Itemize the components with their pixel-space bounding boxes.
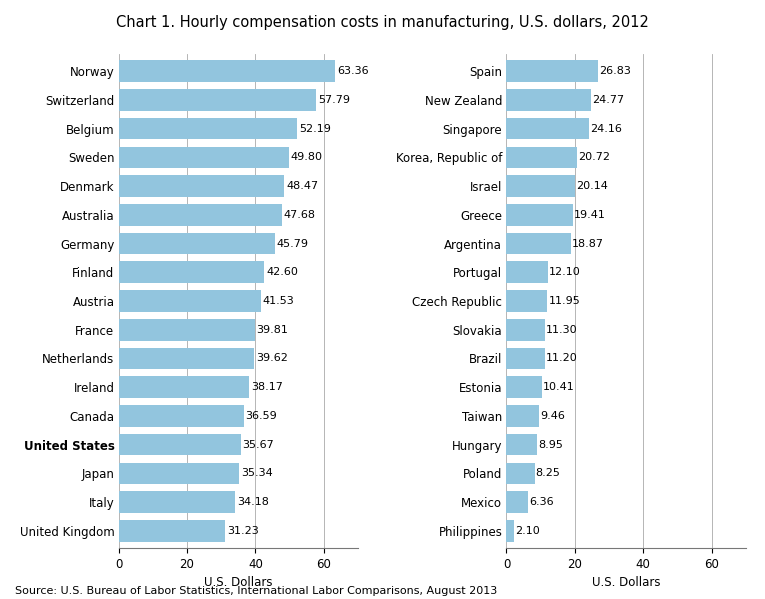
Bar xyxy=(119,233,275,255)
Bar xyxy=(506,89,591,111)
Bar xyxy=(506,319,545,340)
Bar xyxy=(119,462,239,484)
Bar xyxy=(119,89,316,111)
Text: 52.19: 52.19 xyxy=(299,123,330,134)
Bar xyxy=(119,347,254,369)
Bar xyxy=(506,291,547,311)
Text: 36.59: 36.59 xyxy=(246,411,277,421)
Text: 11.30: 11.30 xyxy=(546,325,578,335)
Text: 35.34: 35.34 xyxy=(241,468,273,479)
Text: 57.79: 57.79 xyxy=(318,95,350,105)
Bar xyxy=(119,176,285,197)
Bar xyxy=(506,176,575,197)
Text: 20.72: 20.72 xyxy=(578,152,610,162)
Text: 24.16: 24.16 xyxy=(590,123,622,134)
Text: 11.95: 11.95 xyxy=(549,296,580,306)
Text: 11.20: 11.20 xyxy=(545,353,578,364)
Text: 10.41: 10.41 xyxy=(543,382,575,392)
Text: 49.80: 49.80 xyxy=(291,152,323,162)
Text: 63.36: 63.36 xyxy=(337,66,369,76)
Text: 24.77: 24.77 xyxy=(592,95,624,105)
Text: 8.95: 8.95 xyxy=(538,440,563,450)
Bar xyxy=(119,291,261,311)
Bar xyxy=(119,405,244,426)
Bar xyxy=(119,319,255,340)
Text: 45.79: 45.79 xyxy=(277,238,309,249)
Bar xyxy=(119,376,249,398)
Bar xyxy=(119,520,226,541)
Bar xyxy=(506,204,573,226)
Text: 34.18: 34.18 xyxy=(237,497,269,507)
Text: 8.25: 8.25 xyxy=(536,468,561,479)
Text: 31.23: 31.23 xyxy=(227,526,259,536)
Text: Chart 1. Hourly compensation costs in manufacturing, U.S. dollars, 2012: Chart 1. Hourly compensation costs in ma… xyxy=(116,15,649,30)
Bar xyxy=(506,60,598,82)
X-axis label: U.S. Dollars: U.S. Dollars xyxy=(204,576,272,589)
Text: 9.46: 9.46 xyxy=(540,411,565,421)
Bar xyxy=(119,434,240,455)
Text: 38.17: 38.17 xyxy=(251,382,283,392)
Bar xyxy=(506,118,589,140)
Text: 20.14: 20.14 xyxy=(576,181,608,191)
Text: 35.67: 35.67 xyxy=(243,440,274,450)
Bar xyxy=(119,60,335,82)
Bar xyxy=(506,376,542,398)
Text: 39.81: 39.81 xyxy=(256,325,288,335)
Bar xyxy=(506,434,537,455)
Bar xyxy=(119,262,264,283)
Bar xyxy=(119,204,282,226)
Bar xyxy=(506,347,545,369)
Bar xyxy=(506,405,539,426)
Text: 12.10: 12.10 xyxy=(549,267,581,277)
Text: 47.68: 47.68 xyxy=(283,210,315,220)
Text: 48.47: 48.47 xyxy=(286,181,318,191)
Bar xyxy=(119,118,297,140)
Bar xyxy=(119,491,236,513)
Bar xyxy=(119,147,289,168)
Text: 42.60: 42.60 xyxy=(266,267,298,277)
Text: 6.36: 6.36 xyxy=(529,497,554,507)
Text: 19.41: 19.41 xyxy=(574,210,606,220)
Bar xyxy=(506,520,513,541)
Text: 2.10: 2.10 xyxy=(515,526,539,536)
Text: 41.53: 41.53 xyxy=(262,296,294,306)
Bar xyxy=(506,147,578,168)
Text: Source: U.S. Bureau of Labor Statistics, International Labor Comparisons, August: Source: U.S. Bureau of Labor Statistics,… xyxy=(15,586,497,596)
Text: 39.62: 39.62 xyxy=(256,353,288,364)
Text: 18.87: 18.87 xyxy=(572,238,604,249)
Bar xyxy=(506,233,571,255)
Bar xyxy=(506,462,535,484)
Bar xyxy=(506,262,548,283)
X-axis label: U.S. Dollars: U.S. Dollars xyxy=(592,576,660,589)
Bar xyxy=(506,491,528,513)
Text: 26.83: 26.83 xyxy=(599,66,631,76)
